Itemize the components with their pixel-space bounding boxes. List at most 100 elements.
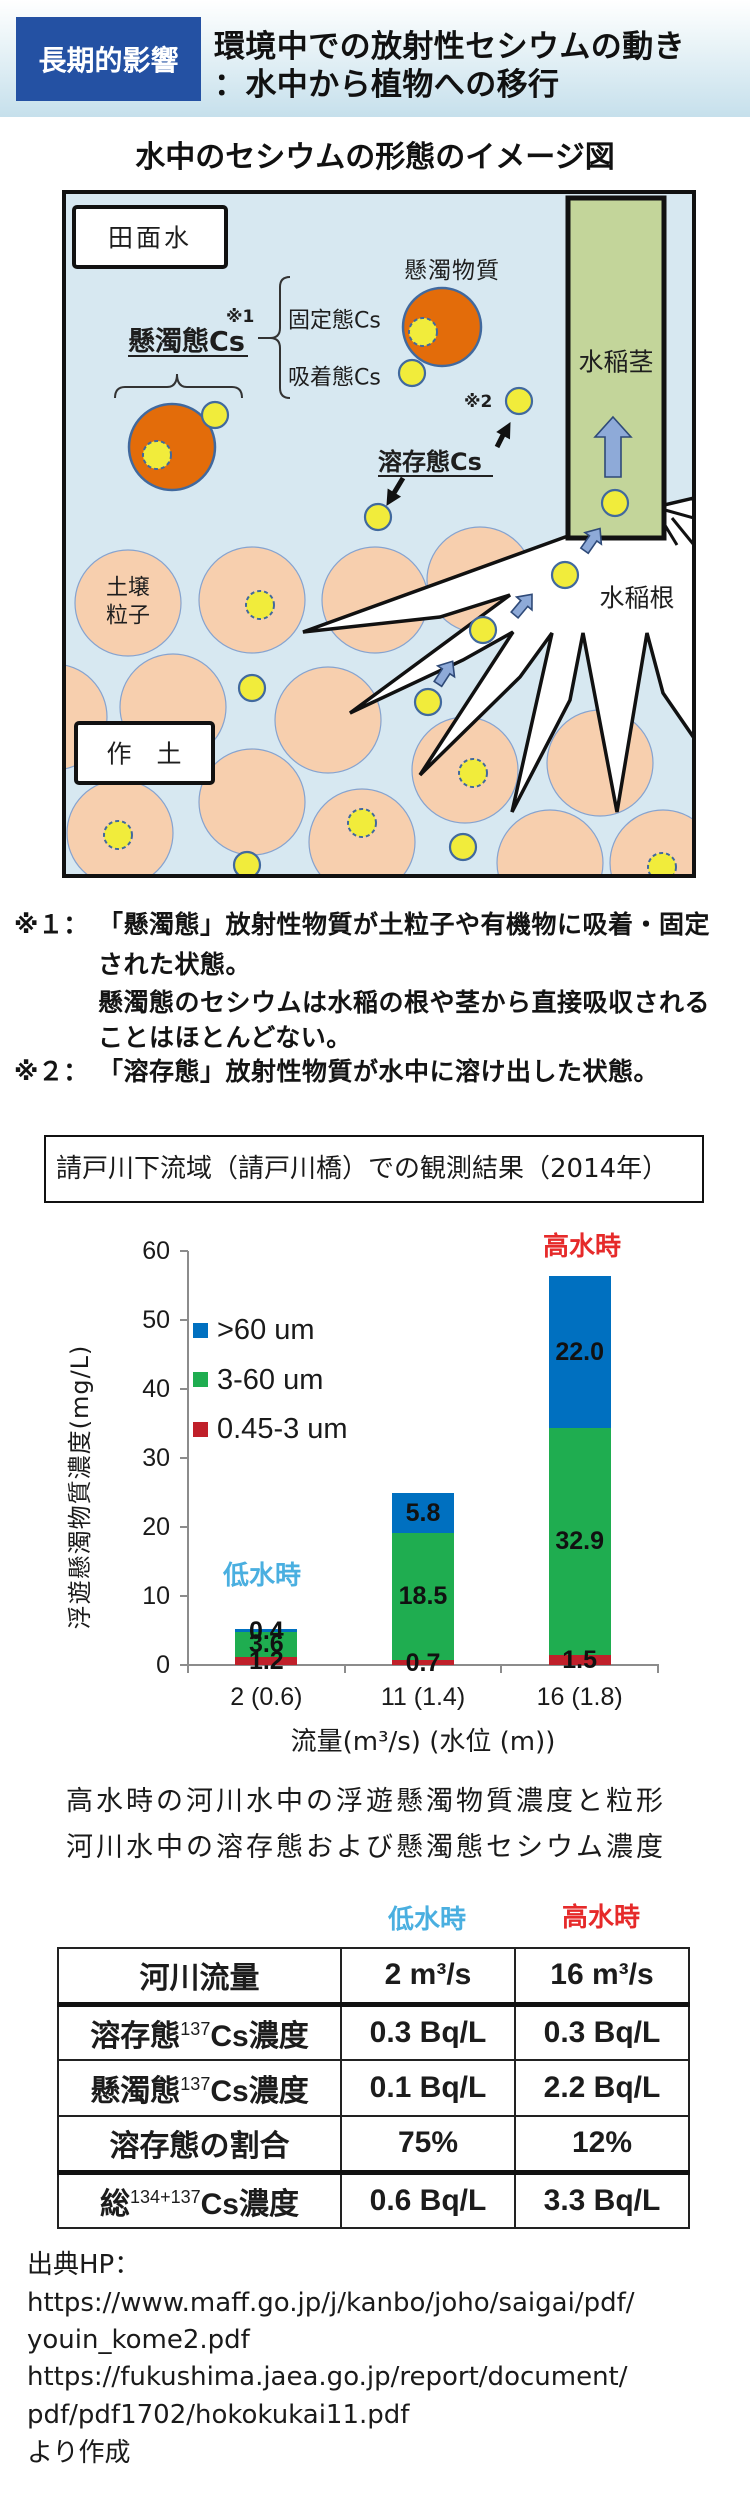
table-row: 溶存態137Cs濃度 0.3 Bq/L 0.3 Bq/L: [57, 2003, 690, 2061]
suspended-matter-label: 懸濁物質: [404, 258, 500, 284]
legend-swatch: [193, 1372, 208, 1387]
bar-segment: [548, 1275, 611, 1428]
dissolved-cesium-dot: [550, 560, 580, 590]
y-tick-label: 10: [142, 1582, 170, 1610]
soil-particle: [274, 666, 382, 774]
note-2-line: 「溶存態」放射性物質が水中に溶け出した状態。: [98, 1057, 660, 1086]
note-1-line: ことはほとんどない。: [98, 1023, 352, 1052]
row-label-superscript: 134+137: [130, 2186, 201, 2207]
y-tick: [180, 1319, 188, 1321]
uptake-arrow-icon: [433, 660, 456, 688]
suspended-bracket: [114, 373, 243, 399]
fixed-cesium: [103, 317, 677, 876]
bar-value-label: 0.4: [248, 1616, 284, 1645]
legend-swatch: [193, 1421, 208, 1437]
bar-value-label: 0.7: [405, 1648, 441, 1677]
high-water-value: 3.3 Bq/L: [514, 2171, 690, 2229]
row-label-text: 懸濁態: [90, 2074, 181, 2109]
adsorbed-cesium-dot: [200, 400, 230, 430]
source-footer: より作成: [27, 2438, 131, 2468]
y-tick: [180, 1457, 188, 1459]
topsoil-label-box: [74, 721, 215, 785]
bar-value-label: 1.5: [562, 1645, 598, 1674]
y-tick: [180, 1526, 188, 1528]
pointer-arrow-shaft: [494, 433, 506, 449]
high-water-value: 16 m³/s: [514, 1947, 690, 2007]
dissolved-cesium-dot: [237, 673, 267, 703]
y-tick-label: 30: [142, 1444, 170, 1472]
row-label-text: 溶存態の割合: [109, 2129, 290, 2165]
y-tick: [180, 1664, 188, 1666]
adsorbed-cesium-dot: [397, 358, 427, 388]
x-axis-title: 流量(m³/s) (水位 (m)): [290, 1727, 556, 1757]
rice-stem-shape: [565, 195, 667, 541]
category-badge: 長期的影響: [16, 17, 201, 101]
stem-upward-arrow-icon: [593, 415, 633, 478]
page-title-line-2: ：水中から植物への移行: [214, 67, 560, 103]
row-label-superscript: 137: [180, 2074, 211, 2094]
high-water-value: 12%: [514, 2115, 690, 2175]
low-water-value: 0.3 Bq/L: [340, 2003, 516, 2061]
row-label-suffix: Cs濃度: [210, 2019, 309, 2053]
table-row: 総134+137Cs濃度 0.6 Bq/L 3.3 Bq/L: [57, 2171, 690, 2229]
dissolved-cesium-dot: [504, 386, 534, 416]
diagram-frame: [62, 190, 696, 878]
y-tick-label: 0: [156, 1651, 170, 1679]
rice-stem-label: 水稲茎: [578, 348, 653, 377]
classification-brace: [258, 276, 291, 399]
legend-label: >60 um: [217, 1314, 315, 1346]
bar-value-label: 1.2: [248, 1646, 284, 1675]
row-label-text: 総: [100, 2186, 131, 2222]
pointer-arrow-shaft: [391, 476, 406, 495]
fixed-cesium-dot: [347, 808, 377, 838]
x-tick: [657, 1665, 659, 1673]
bar-segment: [548, 1654, 611, 1665]
dissolved-cesium-dot: [413, 687, 443, 717]
row-label: 総134+137Cs濃度: [57, 2171, 342, 2229]
bar-value-label: 5.8: [405, 1498, 441, 1527]
low-water-value: 75%: [340, 2115, 516, 2175]
note-1-line: された状態。: [98, 950, 252, 979]
x-tick-label: 11 (1.4): [380, 1683, 466, 1711]
rice-root-shape: [302, 496, 694, 813]
source-url-line: https://www.maff.go.jp/j/kanbo/joho/saig…: [27, 2288, 635, 2318]
source-url-line: pdf/pdf1702/hokokukai11.pdf: [27, 2400, 410, 2430]
note-1-line: 懸濁態のセシウムは水稲の根や茎から直接吸収される: [98, 988, 711, 1017]
y-tick-label: 20: [142, 1513, 170, 1541]
low-water-column-label: 低水時: [387, 1905, 466, 1935]
row-label-superscript: 137: [180, 2018, 211, 2039]
pointer-arrow-icon: [386, 488, 402, 506]
bar-segment: [392, 1532, 454, 1661]
dissolved-cesium-dot: [232, 850, 262, 876]
table-header-row: 河川流量 2 m³/s 16 m³/s: [57, 1947, 690, 2007]
x-tick: [500, 1665, 503, 1673]
bar-segment: [548, 1427, 611, 1655]
dissolved-cesium-dot: [448, 832, 478, 862]
table-title-line-2: 河川水中の溶存態および懸濁態セシウム濃度: [66, 1832, 666, 1863]
row-label: 河川流量: [57, 1947, 342, 2007]
row-label-suffix: Cs濃度: [210, 2075, 309, 2108]
soil-particle: [74, 549, 182, 657]
uptake-arrow-icon: [579, 527, 603, 555]
legend-label: 0.45-3 um: [217, 1413, 348, 1445]
bar-segment: [235, 1629, 298, 1632]
row-label-text: 溶存態: [90, 2018, 181, 2054]
soil-particle-label-line-2: 粒子: [106, 604, 150, 629]
row-label: 溶存態の割合: [57, 2115, 342, 2175]
bar-segment: [392, 1492, 454, 1533]
fixed-cesium-dot: [245, 590, 275, 620]
page-title-line-1: 環境中での放射性セシウムの動き: [214, 29, 685, 65]
fixed-cs-label: 固定態Cs: [288, 309, 381, 334]
rice-root-label: 水稲根: [599, 584, 674, 613]
legend-swatch: [193, 1322, 208, 1338]
high-water-column-label: 高水時: [561, 1903, 640, 1933]
fixed-cesium-dot: [458, 758, 488, 788]
low-water-annotation: 低水時: [222, 1561, 301, 1591]
note-2-mark: ※２：: [14, 1057, 89, 1086]
uptake-arrow-icon: [510, 593, 533, 619]
root-line: [670, 517, 694, 546]
cesium-dots: [200, 358, 630, 876]
dissolved-cs-label: 溶存態Cs: [378, 448, 482, 476]
suspended-cs-label: 懸濁態Cs: [128, 326, 245, 358]
y-tick-label: 50: [142, 1306, 170, 1334]
